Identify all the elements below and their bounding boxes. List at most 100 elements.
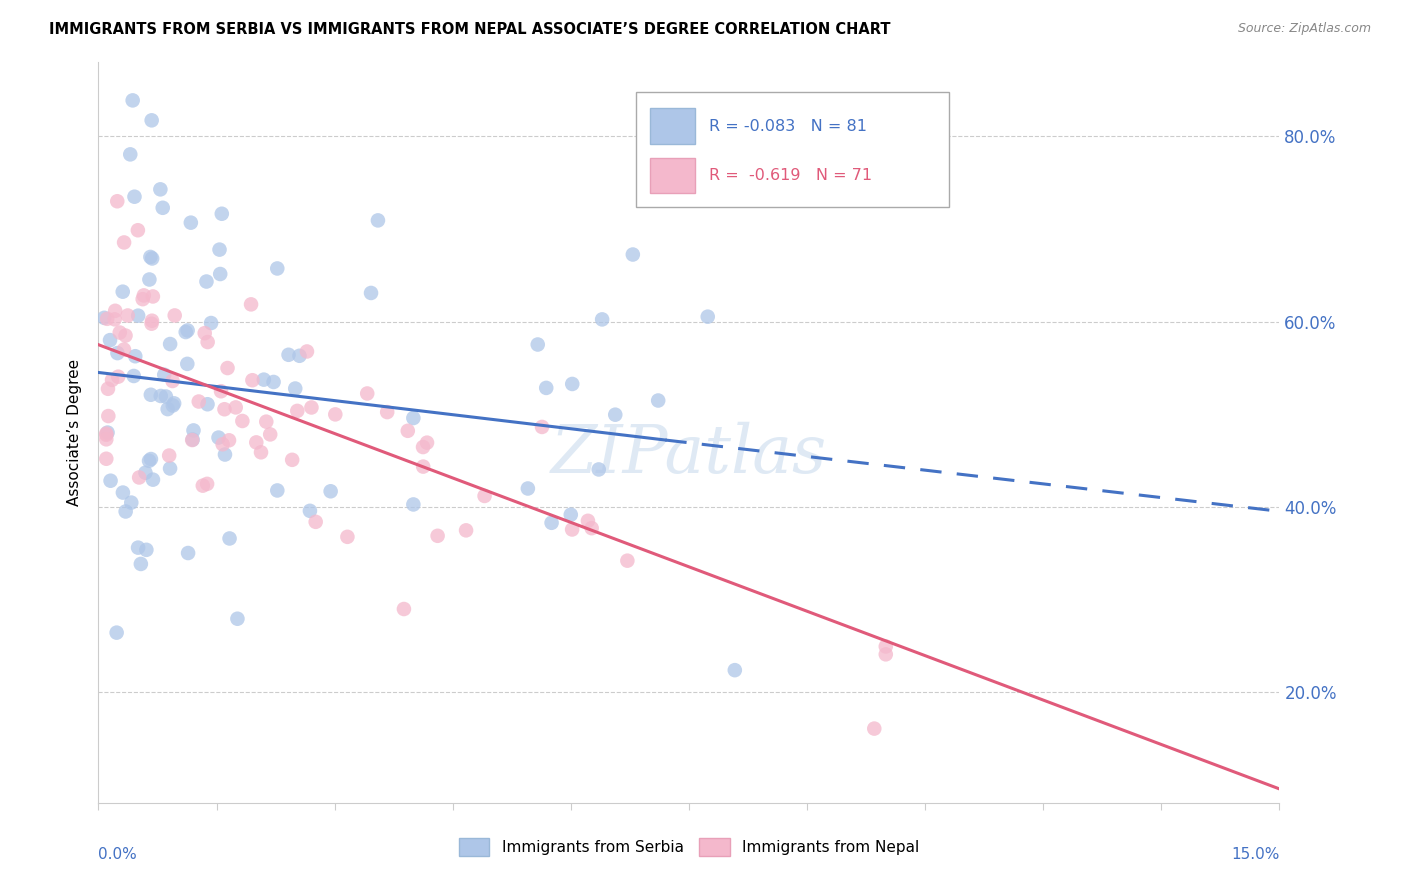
Text: 15.0%: 15.0%: [1232, 847, 1279, 863]
Point: [112, 343, 135, 357]
Point: [104, 303, 127, 318]
Point: [323, 408, 346, 422]
Point: [242, 373, 264, 387]
Point: [177, 546, 200, 560]
Point: [153, 368, 176, 382]
Point: [209, 267, 232, 281]
Point: [616, 554, 638, 568]
Point: [298, 504, 321, 518]
Point: [96, 427, 118, 442]
Point: [117, 309, 139, 323]
Point: [214, 402, 236, 417]
Point: [142, 289, 165, 303]
Point: [162, 374, 184, 388]
Point: [149, 389, 172, 403]
Point: [214, 448, 236, 462]
Point: [132, 288, 155, 302]
Text: R = -0.083   N = 81: R = -0.083 N = 81: [709, 119, 868, 134]
Point: [157, 449, 180, 463]
Point: [156, 402, 179, 417]
Point: [319, 484, 342, 499]
Point: [208, 243, 231, 257]
Point: [159, 337, 181, 351]
Point: [284, 382, 307, 396]
Point: [93, 310, 115, 325]
Point: [96, 425, 118, 440]
Point: [266, 483, 288, 498]
Point: [621, 247, 644, 261]
Point: [138, 272, 160, 286]
Point: [96, 451, 118, 466]
Point: [250, 445, 273, 459]
Point: [402, 411, 425, 425]
Point: [142, 473, 165, 487]
Bar: [650, 158, 695, 194]
Point: [152, 201, 174, 215]
Point: [97, 409, 120, 423]
Point: [138, 454, 160, 468]
Point: [100, 474, 122, 488]
Point: [101, 373, 124, 387]
Point: [111, 285, 134, 299]
Point: [128, 470, 150, 484]
Point: [396, 424, 419, 438]
Point: [288, 349, 311, 363]
Point: [217, 361, 239, 376]
Legend: Immigrants from Serbia, Immigrants from Nepal: Immigrants from Serbia, Immigrants from …: [453, 832, 925, 862]
Point: [402, 498, 425, 512]
Point: [124, 190, 146, 204]
Point: [111, 485, 134, 500]
Point: [356, 386, 378, 401]
Point: [277, 348, 299, 362]
Point: [105, 194, 128, 209]
Point: [139, 250, 162, 264]
Point: [588, 462, 610, 476]
Point: [104, 312, 127, 326]
Point: [285, 404, 308, 418]
FancyBboxPatch shape: [636, 92, 949, 207]
Point: [114, 328, 136, 343]
Point: [191, 478, 214, 492]
Point: [174, 325, 197, 339]
Point: [412, 440, 434, 454]
Point: [139, 452, 162, 467]
Point: [474, 489, 496, 503]
Point: [96, 426, 118, 441]
Point: [416, 435, 439, 450]
Text: R =  -0.619   N = 71: R = -0.619 N = 71: [709, 169, 872, 183]
Point: [581, 521, 603, 535]
Point: [127, 541, 149, 555]
Point: [647, 393, 669, 408]
Point: [561, 376, 583, 391]
Point: [375, 405, 398, 419]
Point: [163, 309, 186, 323]
Point: [197, 334, 219, 349]
Text: IMMIGRANTS FROM SERBIA VS IMMIGRANTS FROM NEPAL ASSOCIATE’S DEGREE CORRELATION C: IMMIGRANTS FROM SERBIA VS IMMIGRANTS FRO…: [49, 22, 891, 37]
Point: [426, 529, 449, 543]
Point: [141, 317, 163, 331]
Point: [281, 453, 304, 467]
Point: [531, 420, 554, 434]
Point: [141, 252, 163, 266]
Text: 0.0%: 0.0%: [98, 847, 138, 863]
Point: [139, 388, 162, 402]
Point: [240, 297, 263, 311]
Point: [195, 275, 218, 289]
Point: [124, 349, 146, 363]
Point: [218, 434, 240, 448]
Point: [231, 414, 253, 428]
Point: [127, 309, 149, 323]
Point: [187, 394, 209, 409]
Point: [454, 524, 477, 538]
Point: [263, 375, 285, 389]
Point: [245, 435, 267, 450]
Point: [591, 312, 613, 326]
Point: [360, 285, 382, 300]
Point: [134, 466, 156, 480]
Point: [605, 408, 627, 422]
Point: [516, 482, 538, 496]
Point: [301, 401, 323, 415]
Point: [176, 357, 198, 371]
Point: [120, 495, 142, 509]
Point: [96, 311, 118, 326]
